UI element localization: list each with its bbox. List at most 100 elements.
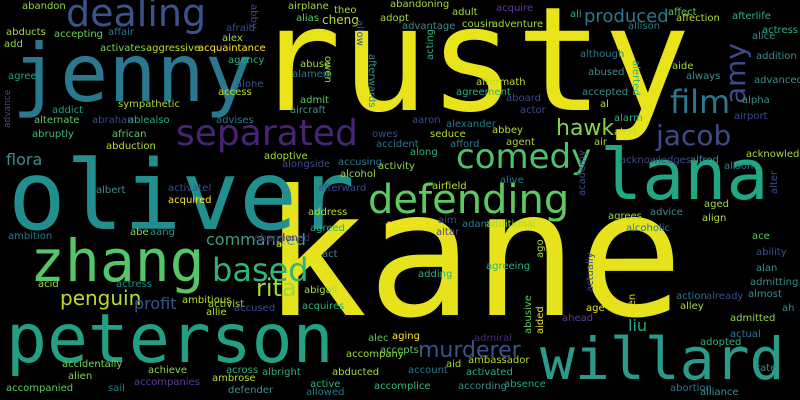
word-abortion: abortion (670, 383, 712, 394)
word-access: access (218, 87, 252, 98)
word-agreed: agreed (310, 223, 346, 234)
word-almost: almost (748, 289, 782, 300)
word-al: al (600, 99, 609, 110)
word-albert: albert (96, 185, 126, 196)
word-african: african (112, 129, 147, 140)
word-seduce: seduce (430, 129, 466, 140)
word-adam: adam (462, 219, 491, 230)
word-activates: activates (100, 43, 146, 54)
word-peterson: peterson (6, 300, 334, 379)
word-ambitious: ambitious (182, 295, 232, 306)
word-owen: owen (322, 56, 333, 83)
word-ali: ali (570, 9, 582, 20)
word-flora: flora (6, 150, 43, 169)
word-ambassador: ambassador (468, 355, 530, 366)
word-alley: alley (680, 301, 704, 312)
word-alive: alive (500, 175, 524, 186)
word-sail: sail (108, 383, 125, 394)
word-addition: addition (756, 51, 797, 62)
word-adopt: adopt (380, 13, 409, 24)
word-accused: accused (234, 303, 276, 314)
word-advice: advice (650, 207, 683, 218)
word-cousin: cousin (462, 19, 495, 30)
word-alec: alec (368, 333, 389, 344)
word-theo: theo (334, 5, 357, 16)
word-agreeing: agreeing (486, 261, 531, 272)
word-across: across (226, 365, 259, 376)
word-alcoholic: alcoholic (626, 223, 671, 234)
word-rate: rate (756, 363, 777, 374)
word-advanced: advanced (754, 75, 800, 86)
word-aim: aim (438, 215, 457, 226)
word-abraham: abraham (92, 115, 137, 126)
word-abused: abused (588, 67, 625, 78)
word-addict: addict (52, 105, 84, 116)
word-accidentally: accidentally (62, 359, 123, 370)
word-activity: activity (378, 161, 415, 172)
word-adding: adding (418, 269, 453, 280)
word-alison: alison (724, 161, 754, 172)
word-acquaintance: acquaintance (198, 43, 266, 54)
word-albright: albright (262, 367, 301, 378)
word-abusive: abusive (523, 295, 534, 334)
word-aaron: aaron (412, 115, 441, 126)
word-active: active (310, 379, 341, 390)
word-account: account (408, 365, 448, 376)
word-alcohol: alcohol (340, 169, 376, 180)
word-academy: academy (577, 150, 588, 196)
word-acting: acting (425, 28, 436, 60)
word-advantage: advantage (402, 21, 456, 32)
word-aang: aang (150, 227, 175, 238)
word-accuses: accuses (386, 219, 427, 230)
word-alias: alias (296, 13, 320, 24)
word-separated: separated (176, 113, 358, 154)
word-accompany: accompany (346, 349, 404, 360)
word-along: along (410, 147, 438, 158)
word-alternate: alternate (34, 115, 80, 126)
word-accident: accident (376, 139, 419, 150)
word-admitted: admitted (730, 313, 776, 324)
word-agree: agree (8, 71, 37, 82)
word-agency: agency (228, 55, 265, 66)
word-rita: rita (256, 274, 297, 302)
word-although: although (580, 49, 625, 60)
word-ambition: ambition (8, 231, 53, 242)
word-liu: liu (628, 316, 648, 335)
word-lana: lana (600, 134, 769, 216)
word-abandoned: abandoned (254, 233, 311, 244)
word-aging: aging (392, 331, 420, 342)
word-admitting: admitting (750, 277, 799, 288)
word-ago: ago (535, 239, 546, 258)
word-rusty: rusty (254, 0, 691, 145)
word-adoptive: adoptive (264, 151, 308, 162)
word-allie: allie (206, 307, 227, 318)
word-murderer: murderer (418, 338, 521, 363)
word-aggressive: aggressive (146, 43, 201, 54)
word-airport: airport (734, 111, 768, 122)
word-abducted: abducted (332, 367, 380, 378)
word-admiral: admiral (474, 333, 513, 344)
word-airfield: airfield (432, 181, 467, 192)
word-acquired: acquired (168, 195, 212, 206)
word-acquire: acquire (496, 3, 534, 14)
word-already: already (706, 291, 744, 302)
word-allowed: allowed (306, 387, 345, 398)
word-aged: aged (704, 199, 729, 210)
word-alfred: alfred (690, 155, 719, 166)
word-actual: actual (730, 329, 761, 340)
word-accepts: accepts (380, 345, 419, 356)
word-comedy: comedy (456, 137, 592, 177)
word-agent: agent (506, 137, 535, 148)
word-add: add (4, 39, 23, 50)
word-abuse: abuse (300, 59, 331, 70)
word-afterlife: afterlife (732, 11, 771, 22)
word-alone: alone (236, 79, 264, 90)
word-owes: owes (372, 129, 398, 140)
word-commanded: commanded (206, 230, 306, 249)
word-cheng: cheng (322, 13, 359, 27)
word-agrees: agrees (608, 211, 642, 222)
word-afterwards: afterwards (366, 54, 377, 108)
word-aide: aide (672, 61, 694, 72)
word-alongside: alongside (282, 159, 331, 170)
word-accompanied: accompanied (6, 383, 74, 394)
